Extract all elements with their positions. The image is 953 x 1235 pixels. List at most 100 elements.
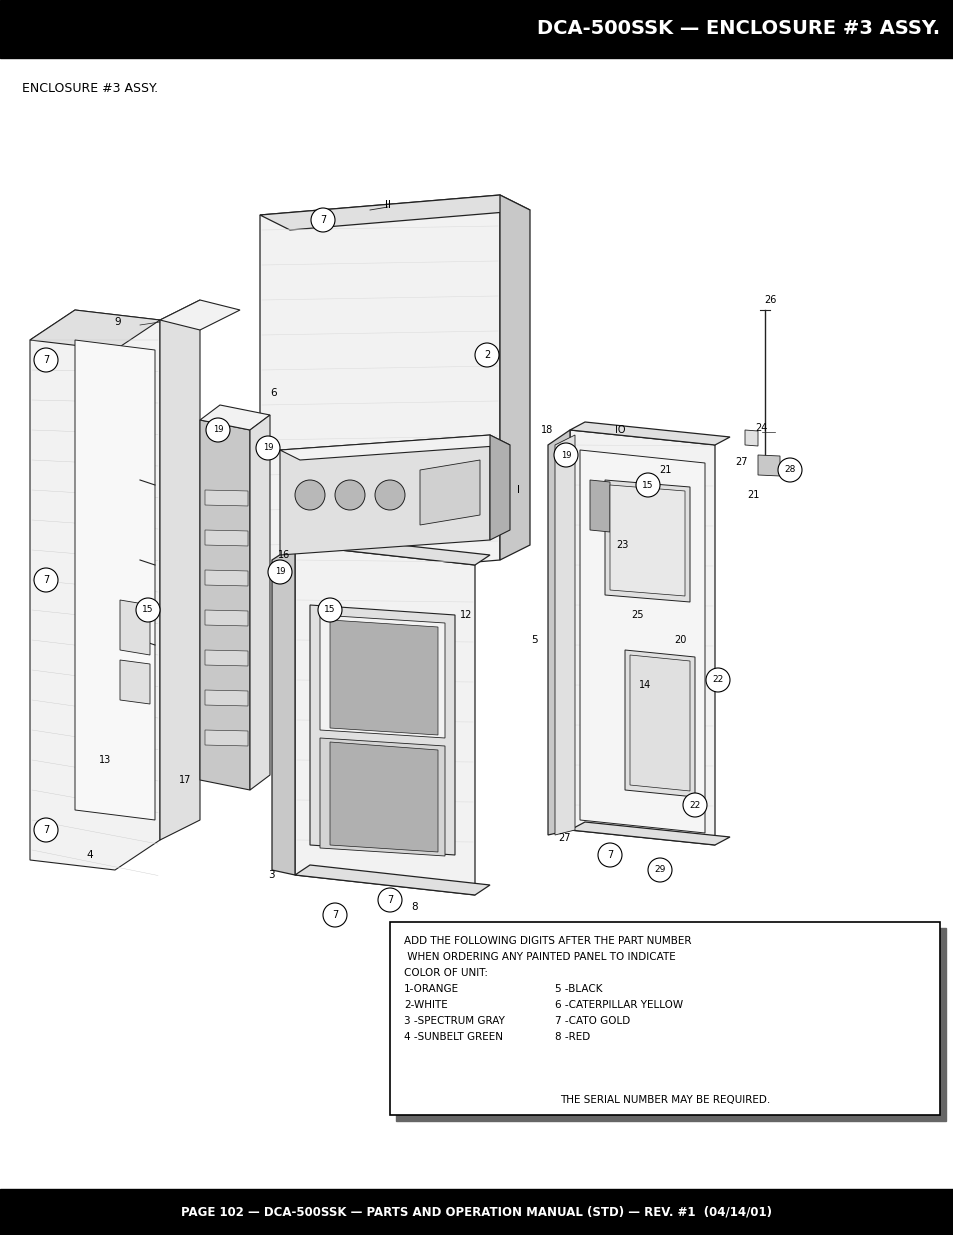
Text: 19: 19 — [213, 426, 223, 435]
Text: 7: 7 — [319, 215, 326, 225]
Polygon shape — [569, 823, 729, 845]
Circle shape — [311, 207, 335, 232]
Text: 8: 8 — [412, 902, 417, 911]
Text: IO: IO — [614, 425, 624, 435]
Text: 21: 21 — [746, 490, 759, 500]
Circle shape — [335, 480, 365, 510]
Text: 13: 13 — [99, 755, 111, 764]
Polygon shape — [280, 435, 510, 459]
Polygon shape — [330, 742, 437, 852]
Text: 26: 26 — [763, 295, 776, 305]
Text: 3 -SPECTRUM GRAY: 3 -SPECTRUM GRAY — [403, 1016, 504, 1026]
Polygon shape — [205, 650, 248, 666]
Circle shape — [636, 473, 659, 496]
Polygon shape — [547, 430, 569, 835]
Text: 4 -SUNBELT GREEN: 4 -SUNBELT GREEN — [403, 1032, 502, 1042]
Text: 12: 12 — [459, 610, 472, 620]
Circle shape — [375, 480, 405, 510]
Polygon shape — [200, 420, 250, 790]
Bar — [390, 923, 939, 1115]
Text: 20: 20 — [673, 635, 685, 645]
Bar — [395, 927, 945, 1121]
Text: 14: 14 — [639, 680, 651, 690]
Polygon shape — [310, 605, 455, 855]
Circle shape — [317, 598, 341, 622]
Polygon shape — [419, 459, 479, 525]
Circle shape — [647, 858, 671, 882]
Text: 29: 29 — [654, 866, 665, 874]
Polygon shape — [260, 195, 530, 230]
Text: 19: 19 — [274, 568, 285, 577]
Text: ADD THE FOLLOWING DIGITS AFTER THE PART NUMBER: ADD THE FOLLOWING DIGITS AFTER THE PART … — [403, 936, 691, 946]
Text: 7: 7 — [43, 825, 49, 835]
Circle shape — [136, 598, 160, 622]
Text: 4: 4 — [87, 850, 93, 860]
Text: 5 -BLACK: 5 -BLACK — [555, 984, 602, 994]
Circle shape — [294, 480, 325, 510]
Polygon shape — [294, 545, 475, 895]
Text: 2: 2 — [483, 350, 490, 359]
Polygon shape — [205, 571, 248, 585]
Text: THE SERIAL NUMBER MAY BE REQUIRED.: THE SERIAL NUMBER MAY BE REQUIRED. — [559, 1095, 769, 1105]
Text: 7: 7 — [606, 850, 613, 860]
Text: 23: 23 — [616, 540, 627, 550]
Text: 5: 5 — [531, 635, 537, 645]
Polygon shape — [30, 310, 160, 869]
Circle shape — [34, 348, 58, 372]
Polygon shape — [160, 300, 200, 840]
Text: 15: 15 — [324, 605, 335, 615]
Polygon shape — [250, 415, 270, 790]
Circle shape — [682, 793, 706, 818]
Polygon shape — [624, 650, 695, 797]
Text: 8 -RED: 8 -RED — [555, 1032, 590, 1042]
Polygon shape — [205, 730, 248, 746]
Text: 28: 28 — [783, 466, 795, 474]
Text: 17: 17 — [178, 776, 191, 785]
Polygon shape — [579, 450, 704, 832]
Circle shape — [268, 559, 292, 584]
Circle shape — [34, 818, 58, 842]
Text: WHEN ORDERING ANY PAINTED PANEL TO INDICATE: WHEN ORDERING ANY PAINTED PANEL TO INDIC… — [403, 952, 675, 962]
Text: 15: 15 — [641, 480, 653, 489]
Text: 2-WHITE: 2-WHITE — [403, 1000, 447, 1010]
Polygon shape — [205, 690, 248, 706]
Text: 7: 7 — [387, 895, 393, 905]
Text: 15: 15 — [142, 605, 153, 615]
Text: 3: 3 — [268, 869, 274, 881]
Circle shape — [34, 568, 58, 592]
Text: 7: 7 — [332, 910, 337, 920]
Polygon shape — [319, 615, 444, 739]
Circle shape — [554, 443, 578, 467]
Polygon shape — [160, 300, 240, 330]
Text: 7: 7 — [43, 354, 49, 366]
Polygon shape — [758, 454, 780, 475]
Polygon shape — [330, 620, 437, 735]
Text: 22: 22 — [712, 676, 723, 684]
Polygon shape — [294, 535, 490, 564]
Text: 27: 27 — [735, 457, 747, 467]
Polygon shape — [604, 480, 689, 601]
Polygon shape — [280, 435, 490, 555]
Circle shape — [778, 458, 801, 482]
Circle shape — [323, 903, 347, 927]
Text: PAGE 102 — DCA-500SSK — PARTS AND OPERATION MANUAL (STD) — REV. #1  (04/14/01): PAGE 102 — DCA-500SSK — PARTS AND OPERAT… — [181, 1205, 772, 1219]
Bar — [0, 1189, 953, 1235]
Text: 9: 9 — [114, 317, 121, 327]
Text: 6 -CATERPILLAR YELLOW: 6 -CATERPILLAR YELLOW — [555, 1000, 682, 1010]
Circle shape — [206, 417, 230, 442]
Text: DCA-500SSK — ENCLOSURE #3 ASSY.: DCA-500SSK — ENCLOSURE #3 ASSY. — [537, 20, 939, 38]
Polygon shape — [589, 480, 609, 532]
Text: 19: 19 — [262, 443, 273, 452]
Text: 7: 7 — [43, 576, 49, 585]
Polygon shape — [490, 435, 510, 540]
Polygon shape — [75, 340, 154, 820]
Text: 1-ORANGE: 1-ORANGE — [403, 984, 458, 994]
Text: 7 -CATO GOLD: 7 -CATO GOLD — [555, 1016, 630, 1026]
Text: ENCLOSURE #3 ASSY.: ENCLOSURE #3 ASSY. — [22, 82, 158, 95]
Polygon shape — [499, 195, 530, 559]
Polygon shape — [569, 430, 714, 845]
Polygon shape — [294, 864, 490, 895]
Text: 27: 27 — [558, 832, 571, 844]
Polygon shape — [609, 485, 684, 597]
Circle shape — [598, 844, 621, 867]
